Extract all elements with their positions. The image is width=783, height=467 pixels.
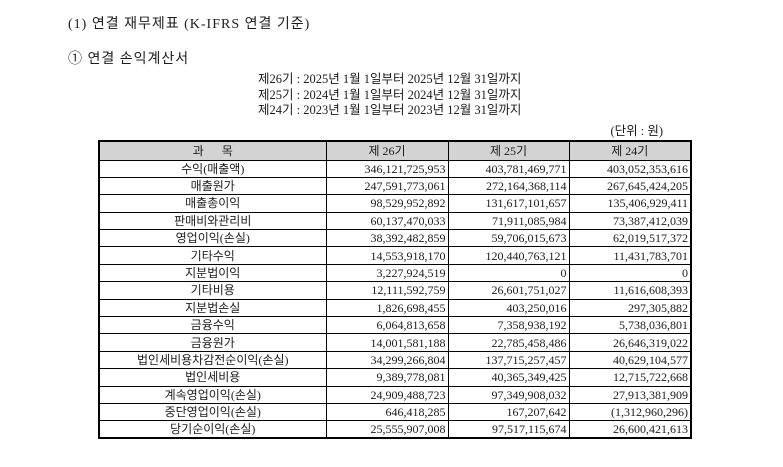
cell-term-26: 3,227,924,519	[325, 263, 449, 283]
cell-term-26: 1,826,698,455	[325, 298, 449, 318]
cell-term-26: 12,111,592,759	[325, 281, 449, 300]
table-row-equity-method-loss: 지분법손실 1,826,698,455 403,250,016 297,305,…	[98, 298, 692, 318]
row-label: 법인세비용	[98, 368, 327, 387]
cell-term-24: (1,312,960,296)	[568, 402, 692, 422]
cell-term-24: 5,738,036,801	[568, 316, 692, 335]
cell-term-26: 24,909,488,723	[325, 385, 449, 404]
column-header-term-25: 제 25기	[447, 140, 570, 161]
cell-term-24: 12,715,722,668	[568, 368, 692, 387]
cell-term-26: 34,299,266,804	[325, 350, 449, 370]
table-row-finance-costs: 금융원가 14,001,581,188 22,785,458,486 26,64…	[98, 333, 692, 352]
cell-term-25: 137,715,257,457	[447, 350, 570, 370]
cell-term-24: 11,431,783,701	[568, 246, 692, 265]
cell-term-25: 22,785,458,486	[447, 333, 570, 352]
cell-term-24: 297,305,882	[568, 298, 692, 318]
table-row-income-tax-expense: 법인세비용 9,389,778,081 40,365,349,425 12,71…	[98, 368, 692, 387]
cell-term-24: 135,406,929,411	[568, 194, 692, 213]
cell-term-25: 131,617,101,657	[447, 194, 570, 213]
table-row-operating-profit: 영업이익(손실) 38,392,482,859 59,706,015,673 6…	[98, 229, 692, 248]
cell-term-24: 267,645,424,205	[568, 176, 692, 196]
cell-term-25: 97,349,908,032	[447, 385, 570, 404]
column-header-term-24: 제 24기	[568, 140, 692, 161]
row-label: 금융원가	[98, 333, 327, 352]
cell-term-24: 0	[568, 263, 692, 283]
row-label: 법인세비용차감전순이익(손실)	[98, 350, 327, 370]
table-row-continuing-operations-profit: 계속영업이익(손실) 24,909,488,723 97,349,908,032…	[98, 385, 692, 404]
cell-term-24: 26,600,421,613	[568, 420, 692, 439]
cell-term-25: 40,365,349,425	[447, 368, 570, 387]
statement-title: ① 연결 손익계산서	[68, 52, 190, 67]
column-header-account: 과 목	[98, 140, 327, 161]
cell-term-26: 646,418,285	[325, 402, 449, 422]
document-title: (1) 연결 재무제표 (K-IFRS 연결 기준)	[68, 17, 311, 32]
table-row-other-expenses: 기타비용 12,111,592,759 26,601,751,027 11,61…	[98, 281, 692, 300]
cell-term-24: 62,019,517,372	[568, 229, 692, 248]
table-row-finance-income: 금융수익 6,064,813,658 7,358,938,192 5,738,0…	[98, 316, 692, 335]
row-label: 영업이익(손실)	[98, 229, 327, 248]
cell-term-26: 6,064,813,658	[325, 316, 449, 335]
cell-term-24: 40,629,104,577	[568, 350, 692, 370]
cell-term-24: 73,387,412,039	[568, 211, 692, 231]
table-row-other-income: 기타수익 14,553,918,170 120,440,763,121 11,4…	[98, 246, 692, 265]
cell-term-25: 97,517,115,674	[447, 420, 570, 439]
row-label: 계속영업이익(손실)	[98, 385, 327, 404]
cell-term-24: 26,646,319,022	[568, 333, 692, 352]
period-line-24: 제24기 : 2023년 1월 1일부터 2023년 12월 31일까지	[258, 103, 522, 118]
row-label: 당기순이익(손실)	[98, 420, 327, 439]
table-row-cost-of-sales: 매출원가 247,591,773,061 272,164,368,114 267…	[98, 176, 692, 196]
table-row-profit-before-tax: 법인세비용차감전순이익(손실) 34,299,266,804 137,715,2…	[98, 350, 692, 370]
row-label: 기타수익	[98, 246, 327, 265]
table-row-revenue: 수익(매출액) 346,121,725,953 403,781,469,771 …	[98, 159, 692, 178]
table-row-net-profit: 당기순이익(손실) 25,555,907,008 97,517,115,674 …	[98, 420, 692, 439]
row-label: 매출원가	[98, 176, 327, 196]
cell-term-25: 403,781,469,771	[447, 159, 570, 178]
cell-term-24: 11,616,608,393	[568, 281, 692, 300]
row-label: 지분법이익	[98, 263, 327, 283]
cell-term-26: 247,591,773,061	[325, 176, 449, 196]
cell-term-26: 9,389,778,081	[325, 368, 449, 387]
row-label: 지분법손실	[98, 298, 327, 318]
period-line-25: 제25기 : 2024년 1월 1일부터 2024년 12월 31일까지	[258, 87, 522, 102]
cell-term-26: 346,121,725,953	[325, 159, 449, 178]
cell-term-25: 167,207,642	[447, 402, 570, 422]
cell-term-26: 14,553,918,170	[325, 246, 449, 265]
income-statement-table: 과 목 제 26기 제 25기 제 24기 수익(매출액) 346,121,72…	[98, 140, 692, 440]
cell-term-26: 60,137,470,033	[325, 211, 449, 231]
cell-term-26: 38,392,482,859	[325, 229, 449, 248]
period-line-26: 제26기 : 2025년 1월 1일부터 2025년 12월 31일까지	[258, 72, 522, 86]
cell-term-25: 272,164,368,114	[447, 176, 570, 196]
table-header-row: 과 목 제 26기 제 25기 제 24기	[98, 140, 692, 161]
cell-term-26: 25,555,907,008	[325, 420, 449, 439]
row-label: 금융수익	[98, 316, 327, 335]
table-row-discontinued-operations-profit: 중단영업이익(손실) 646,418,285 167,207,642 (1,31…	[98, 402, 692, 422]
table-row-equity-method-income: 지분법이익 3,227,924,519 0 0	[98, 263, 692, 283]
cell-term-25: 26,601,751,027	[447, 281, 570, 300]
unit-label: (단위 : 원)	[610, 124, 663, 138]
column-header-term-26: 제 26기	[325, 140, 449, 161]
cell-term-25: 403,250,016	[447, 298, 570, 318]
cell-term-25: 7,358,938,192	[447, 316, 570, 335]
row-label: 기타비용	[98, 281, 327, 300]
table-row-gross-profit: 매출총이익 98,529,952,892 131,617,101,657 135…	[98, 194, 692, 213]
cell-term-26: 98,529,952,892	[325, 194, 449, 213]
row-label: 중단영업이익(손실)	[98, 402, 327, 422]
cell-term-26: 14,001,581,188	[325, 333, 449, 352]
row-label: 판매비와관리비	[98, 211, 327, 231]
row-label: 수익(매출액)	[98, 159, 327, 178]
cell-term-24: 27,913,381,909	[568, 385, 692, 404]
cell-term-25: 71,911,085,984	[447, 211, 570, 231]
table-row-sga-expenses: 판매비와관리비 60,137,470,033 71,911,085,984 73…	[98, 211, 692, 231]
cell-term-24: 403,052,353,616	[568, 159, 692, 178]
cell-term-25: 59,706,015,673	[447, 229, 570, 248]
period-definitions: 제26기 : 2025년 1월 1일부터 2025년 12월 31일까지 제25…	[258, 72, 521, 119]
cell-term-25: 120,440,763,121	[447, 246, 570, 265]
cell-term-25: 0	[447, 263, 570, 283]
row-label: 매출총이익	[98, 194, 327, 213]
